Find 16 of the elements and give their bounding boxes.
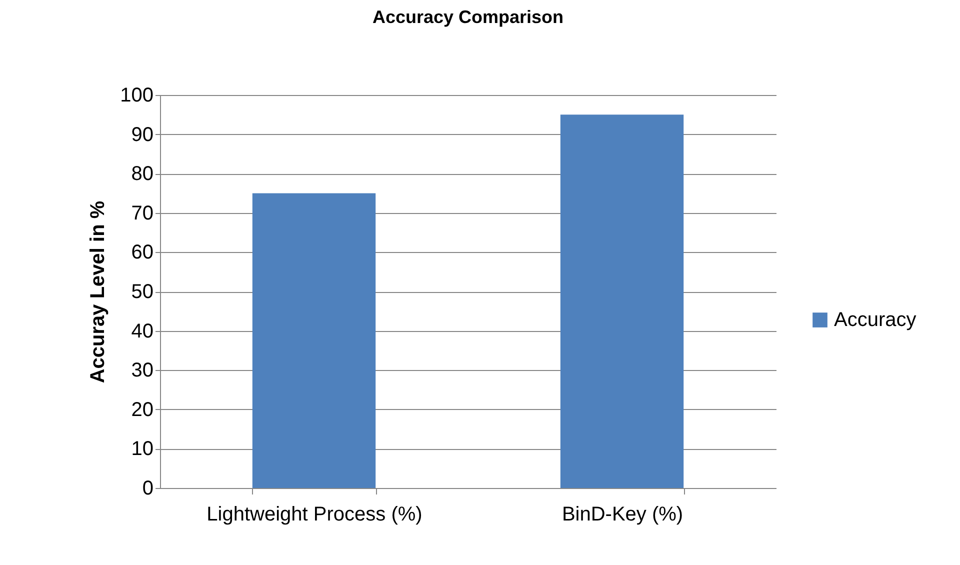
y-tick-label: 10 bbox=[131, 438, 154, 460]
legend-label: Accuracy bbox=[834, 309, 916, 331]
y-axis-title: Accuray Level in % bbox=[87, 200, 110, 384]
x-tick-label: BinD-Key (%) bbox=[562, 504, 684, 526]
chart-title: Accuracy Comparison bbox=[372, 7, 564, 27]
y-tick-label: 50 bbox=[131, 281, 154, 303]
y-tick-label: 80 bbox=[131, 163, 154, 186]
y-tick-label: 30 bbox=[131, 360, 154, 382]
y-tick-label: 100 bbox=[120, 84, 154, 106]
y-tick-label: 40 bbox=[131, 320, 154, 342]
y-tick-label: 20 bbox=[131, 398, 154, 421]
y-tick-label: 0 bbox=[142, 478, 154, 500]
x-tick-label: Lightweight Process (%) bbox=[206, 504, 422, 526]
y-tick-label: 90 bbox=[131, 124, 154, 146]
y-tick-label: 70 bbox=[131, 202, 154, 224]
y-tick-label: 60 bbox=[131, 242, 154, 264]
